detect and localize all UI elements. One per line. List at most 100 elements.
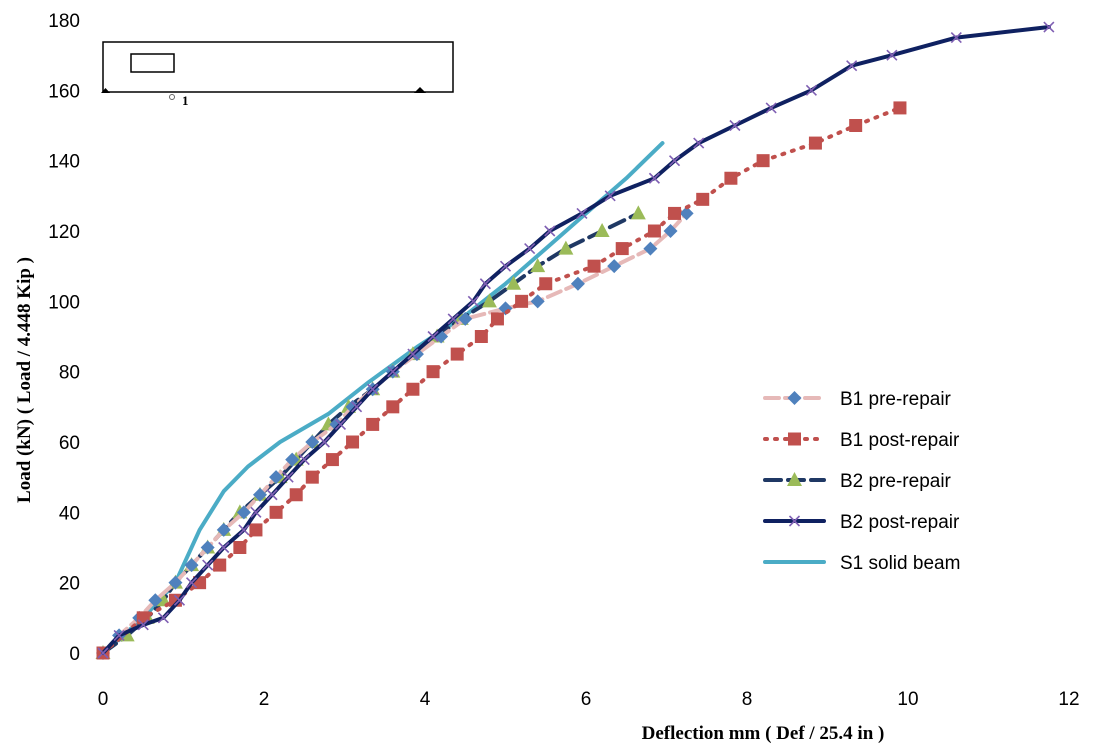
data-point xyxy=(184,558,199,573)
data-point xyxy=(481,293,497,308)
x-tick-label: 4 xyxy=(420,689,431,710)
data-point xyxy=(587,259,601,273)
data-point xyxy=(893,101,907,115)
x-tick-label: 2 xyxy=(259,689,270,710)
data-point xyxy=(238,524,250,536)
data-point xyxy=(366,417,380,431)
data-point xyxy=(668,206,682,220)
legend: B1 pre-repair B1 post-repair B2 pre-repair… xyxy=(763,389,960,574)
legend-label: B2 post-repair xyxy=(840,512,960,533)
data-point xyxy=(693,137,705,149)
y-tick-label: 0 xyxy=(69,644,80,665)
data-point xyxy=(447,313,459,325)
y-tick-label: 140 xyxy=(48,152,80,173)
data-point xyxy=(305,470,319,484)
data-point xyxy=(765,102,777,114)
data-point xyxy=(387,366,399,378)
data-point xyxy=(805,84,817,96)
data-point xyxy=(298,454,310,466)
data-point xyxy=(530,258,546,273)
legend-label: B1 post-repair xyxy=(840,430,960,451)
data-point xyxy=(185,577,198,589)
data-point xyxy=(615,242,629,256)
data-point xyxy=(427,330,439,343)
x-tick-label: 6 xyxy=(581,689,592,710)
data-point xyxy=(663,224,678,238)
data-point xyxy=(236,505,251,520)
legend-item: B2 pre-repair xyxy=(763,471,952,492)
data-point xyxy=(679,206,694,221)
data-point xyxy=(458,311,473,326)
data-point xyxy=(233,541,247,554)
data-point xyxy=(604,190,616,202)
data-point xyxy=(594,223,610,237)
beam-opening xyxy=(130,53,175,73)
data-point xyxy=(724,171,738,185)
legend-label: S1 solid beam xyxy=(840,553,960,574)
y-tick-label: 160 xyxy=(48,81,80,102)
data-point xyxy=(479,278,491,290)
y-tick-label: 180 xyxy=(48,11,80,32)
series-b2-pre-repair xyxy=(95,205,646,659)
legend-item: S1 solid beam xyxy=(763,553,960,574)
data-point xyxy=(249,523,263,537)
data-point xyxy=(148,593,163,608)
series-line xyxy=(101,141,665,655)
x-tick-label: 10 xyxy=(897,689,918,710)
data-point xyxy=(409,347,424,362)
data-point xyxy=(252,487,267,502)
data-point xyxy=(530,294,545,309)
series-b1-post-repair xyxy=(96,101,907,660)
data-point xyxy=(607,259,622,274)
data-point xyxy=(200,540,215,555)
plot-area xyxy=(95,21,1055,660)
legend-label: B1 pre-repair xyxy=(840,389,952,410)
data-point xyxy=(570,276,585,291)
data-point xyxy=(729,119,741,132)
data-point xyxy=(202,559,214,571)
data-point xyxy=(539,277,553,291)
data-point xyxy=(846,60,858,72)
data-point xyxy=(643,241,658,256)
data-point xyxy=(216,522,231,537)
data-point xyxy=(576,207,588,219)
data-point xyxy=(886,49,898,61)
legend-item: B2 post-repair xyxy=(763,512,960,533)
y-tick-label: 100 xyxy=(48,292,80,313)
y-axis-title: Load (kN) ( Load / 4.448 Kip ) xyxy=(14,257,35,503)
data-point xyxy=(506,275,522,290)
data-point xyxy=(351,401,363,413)
data-point xyxy=(648,172,660,184)
data-point xyxy=(450,347,464,361)
left-support-icon xyxy=(101,88,110,93)
data-point xyxy=(218,541,230,554)
data-point xyxy=(269,505,283,519)
data-point xyxy=(325,453,339,467)
data-point xyxy=(285,452,300,467)
data-point xyxy=(558,240,574,255)
series-s1-solid-beam xyxy=(101,141,665,655)
data-point xyxy=(157,612,169,624)
gauge-icon xyxy=(169,94,175,100)
data-point xyxy=(318,436,330,448)
x-tick-label: 0 xyxy=(98,689,109,710)
legend-item: B1 pre-repair xyxy=(763,389,952,410)
data-point xyxy=(250,506,262,518)
data-point xyxy=(407,348,419,360)
data-point xyxy=(756,154,770,168)
x-tick-label: 8 xyxy=(742,689,753,710)
data-point xyxy=(696,192,710,206)
data-point xyxy=(474,330,488,343)
data-point xyxy=(544,225,556,237)
legend-item: B1 post-repair xyxy=(763,430,960,451)
data-point xyxy=(849,119,863,132)
data-point xyxy=(367,383,379,395)
y-tick-label: 20 xyxy=(59,574,80,595)
legend-marker xyxy=(787,472,802,486)
data-point xyxy=(213,558,227,572)
data-point xyxy=(266,489,278,501)
legend-marker xyxy=(788,432,801,446)
data-point xyxy=(113,629,125,641)
